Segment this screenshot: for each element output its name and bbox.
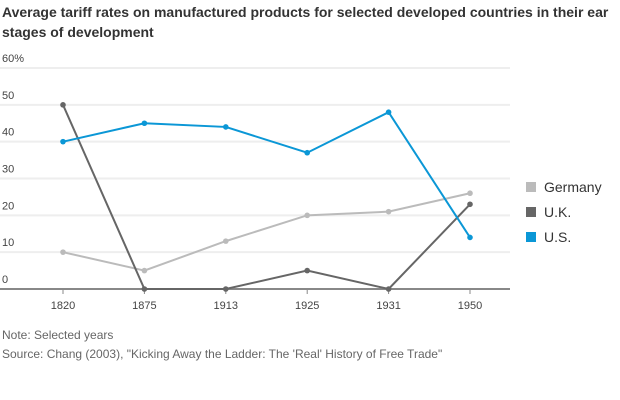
legend-item-us: U.S. <box>526 224 602 249</box>
legend: Germany U.K. U.S. <box>526 174 602 249</box>
y-tick-label: 30 <box>2 164 14 176</box>
y-tick-label: 20 <box>2 200 14 212</box>
series-line-uk <box>62 104 471 291</box>
y-tick-label: 60% <box>2 53 24 65</box>
data-point-uk <box>223 286 229 292</box>
legend-item-germany: Germany <box>526 174 602 199</box>
series-line-us <box>62 110 471 238</box>
series-line-germany <box>62 192 471 272</box>
data-point-germany <box>467 190 473 197</box>
legend-swatch <box>526 206 536 217</box>
data-point-germany <box>141 267 148 274</box>
legend-swatch <box>526 231 536 242</box>
title-line-1: Average tariff rates on manufactured pro… <box>2 4 609 20</box>
legend-label: U.S. <box>544 228 572 245</box>
data-point-germany <box>385 208 392 215</box>
x-tick-label: 1875 <box>132 300 156 312</box>
y-tick-label: 0 <box>2 274 8 286</box>
source: Source: Chang (2003), "Kicking Away the … <box>2 347 443 361</box>
legend-label: U.K. <box>544 203 572 220</box>
data-point-uk <box>141 286 148 292</box>
data-point-us <box>223 124 229 130</box>
legend-swatch <box>526 181 536 192</box>
data-point-us <box>385 109 392 115</box>
x-tick-label: 1931 <box>376 300 400 312</box>
data-point-uk <box>467 201 473 208</box>
data-point-uk <box>385 286 392 292</box>
data-point-us <box>467 234 473 241</box>
y-tick-label: 50 <box>2 90 14 102</box>
data-point-germany <box>304 212 311 219</box>
data-point-us <box>141 120 148 127</box>
data-point-germany <box>60 249 66 255</box>
y-tick-label: 10 <box>2 237 14 249</box>
data-point-us <box>60 138 66 145</box>
chart-title: Average tariff rates on manufactured pro… <box>2 2 620 42</box>
x-tick-label: 1820 <box>51 300 75 312</box>
data-point-uk <box>60 102 66 108</box>
legend-item-uk: U.K. <box>526 199 602 224</box>
x-tick-label: 1913 <box>214 300 238 312</box>
data-point-uk <box>304 267 311 274</box>
note: Note: Selected years <box>2 328 114 342</box>
legend-label: Germany <box>544 178 602 195</box>
x-tick-label: 1925 <box>295 300 319 312</box>
data-point-germany <box>223 238 229 244</box>
line-chart: 0 10 20 30 40 50 60% 1820 1875 1913 1925 1931 1950 <box>0 53 510 312</box>
title-line-2: stages of development <box>2 24 154 40</box>
y-tick-label: 40 <box>2 127 14 139</box>
x-tick-label: 1950 <box>458 300 482 312</box>
data-point-us <box>304 149 311 156</box>
